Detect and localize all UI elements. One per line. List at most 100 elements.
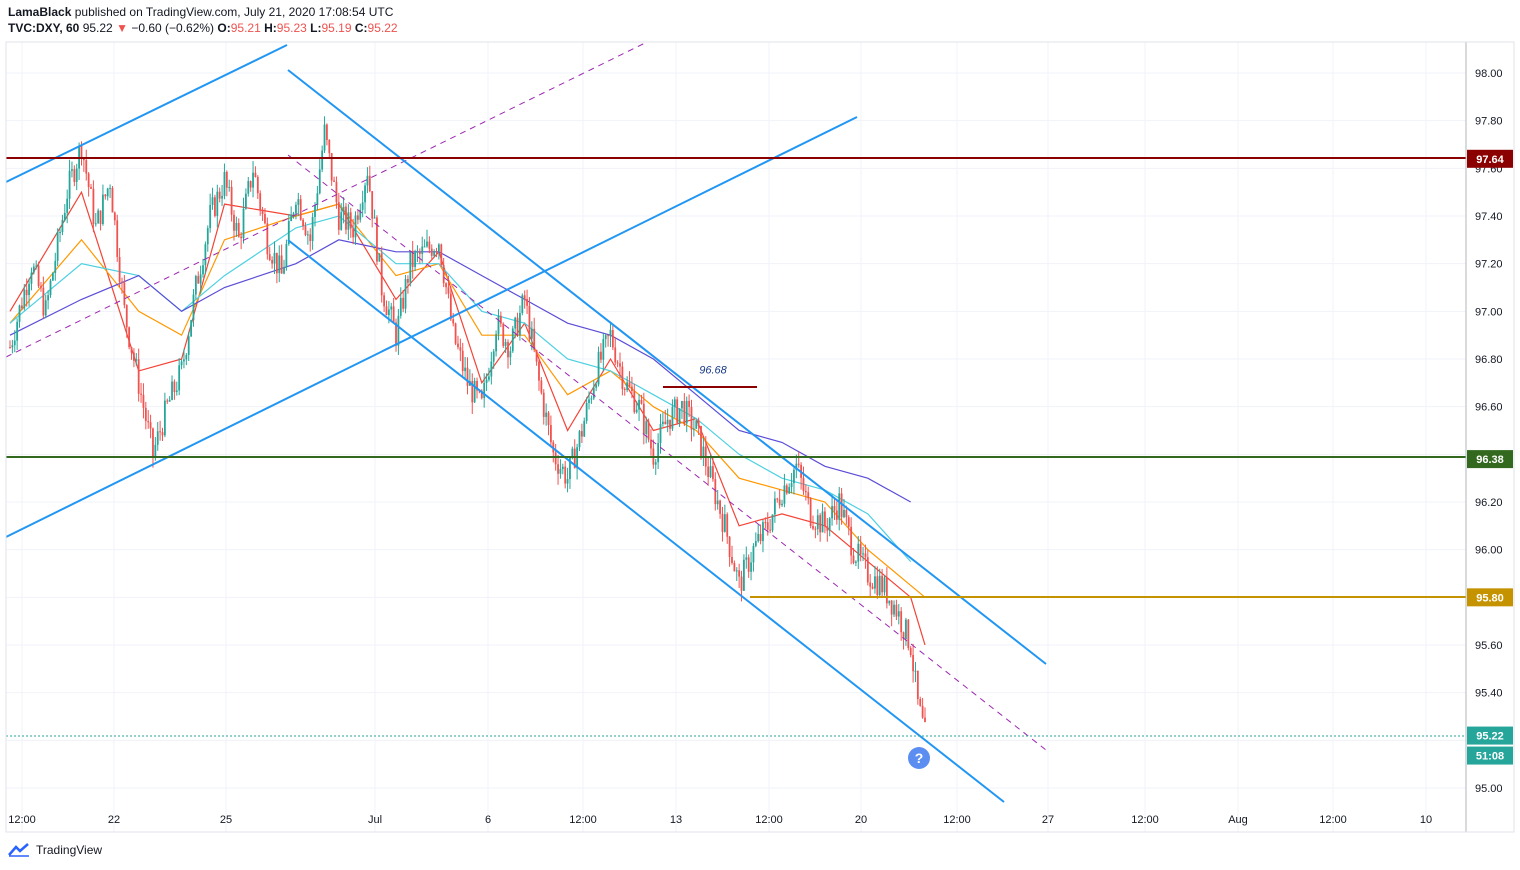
svg-text:97.64: 97.64 bbox=[1476, 154, 1504, 166]
candle bbox=[166, 398, 169, 404]
candle bbox=[428, 236, 431, 254]
candle bbox=[840, 487, 843, 525]
candle bbox=[273, 241, 276, 274]
candle bbox=[783, 473, 786, 508]
candle bbox=[876, 566, 879, 599]
candle bbox=[266, 217, 269, 260]
candle bbox=[764, 517, 767, 529]
candle bbox=[824, 507, 826, 534]
candle bbox=[56, 228, 59, 267]
candle bbox=[149, 414, 152, 439]
candle bbox=[373, 209, 376, 219]
candle bbox=[185, 353, 188, 366]
candle bbox=[621, 361, 624, 396]
published-info: published on TradingView.com, July 21, 2… bbox=[74, 5, 394, 19]
candle bbox=[18, 304, 21, 328]
candle bbox=[449, 286, 452, 321]
falling-channel-top[interactable] bbox=[287, 69, 1047, 665]
price-axis[interactable]: 98.0097.8097.6097.4097.2097.0096.8096.60… bbox=[1475, 68, 1503, 795]
candle bbox=[356, 210, 359, 225]
candle bbox=[714, 472, 717, 511]
publisher-name[interactable]: LamaBlack bbox=[8, 5, 72, 19]
candle bbox=[833, 497, 836, 520]
candle bbox=[692, 417, 695, 437]
candle bbox=[75, 163, 78, 191]
candle bbox=[328, 139, 331, 158]
candle bbox=[85, 149, 88, 181]
candle bbox=[113, 211, 116, 226]
candle bbox=[759, 524, 762, 545]
candle bbox=[402, 289, 405, 313]
candle bbox=[87, 172, 90, 197]
candle bbox=[781, 499, 783, 507]
candle bbox=[583, 417, 586, 438]
candle bbox=[871, 583, 874, 590]
down-arrow-icon: ▼ bbox=[116, 21, 128, 35]
candle bbox=[202, 258, 204, 278]
candle bbox=[745, 546, 748, 569]
candle bbox=[228, 179, 231, 192]
candle bbox=[549, 415, 552, 448]
tradingview-brand[interactable]: TradingView bbox=[36, 843, 103, 857]
candle bbox=[156, 421, 159, 451]
candle bbox=[206, 225, 209, 252]
candle bbox=[304, 222, 307, 237]
candle bbox=[504, 338, 507, 353]
rising-channel-top[interactable] bbox=[5, 44, 288, 183]
candle bbox=[862, 546, 864, 562]
candle bbox=[590, 395, 593, 404]
candle bbox=[566, 467, 569, 493]
candle bbox=[623, 387, 626, 396]
candle bbox=[144, 401, 147, 430]
candle bbox=[461, 342, 464, 378]
candle bbox=[23, 283, 26, 311]
candle bbox=[316, 185, 319, 211]
time-axis[interactable]: 12:00 22 25 Jul 6 12:00 13 12:00 20 12:00 27 12:00 A… bbox=[8, 814, 1432, 826]
candle bbox=[37, 261, 40, 288]
question-icon[interactable]: ? bbox=[908, 747, 930, 769]
candle bbox=[275, 252, 278, 284]
tradingview-logo-icon[interactable] bbox=[8, 843, 30, 857]
svg-text:?: ? bbox=[915, 750, 924, 766]
trend-drawings[interactable] bbox=[5, 42, 1466, 803]
candle bbox=[364, 182, 366, 214]
candle bbox=[602, 333, 605, 372]
falling-channel-bottom[interactable] bbox=[287, 239, 1005, 803]
candle bbox=[502, 322, 505, 349]
candle bbox=[545, 403, 548, 426]
candle bbox=[318, 159, 321, 195]
candle bbox=[866, 549, 869, 586]
rising-channel-bottom[interactable] bbox=[5, 116, 858, 538]
candles bbox=[9, 116, 926, 723]
annotation-label[interactable]: 96.68 bbox=[699, 365, 727, 377]
candle bbox=[847, 515, 850, 536]
candle bbox=[102, 184, 104, 226]
candle bbox=[40, 281, 42, 292]
candle bbox=[264, 208, 266, 225]
candle bbox=[140, 382, 142, 403]
x-tick-label: 25 bbox=[220, 814, 232, 826]
x-tick-label: 12:00 bbox=[1131, 814, 1159, 826]
falling-channel-mid[interactable] bbox=[287, 154, 1047, 751]
y-tick-label: 95.40 bbox=[1475, 688, 1503, 700]
candle bbox=[416, 245, 419, 262]
candle bbox=[133, 348, 135, 368]
candle bbox=[578, 429, 581, 452]
candle bbox=[616, 360, 619, 368]
candle bbox=[569, 457, 571, 489]
rising-channel-mid[interactable] bbox=[5, 42, 646, 358]
candle bbox=[771, 514, 774, 533]
candle bbox=[204, 241, 207, 274]
candle bbox=[464, 356, 467, 380]
low-value: 95.19 bbox=[321, 21, 352, 35]
candle bbox=[726, 512, 729, 544]
candle bbox=[435, 247, 438, 258]
candle bbox=[802, 466, 805, 495]
candle bbox=[874, 565, 876, 594]
candle bbox=[712, 457, 714, 482]
candle bbox=[378, 253, 381, 262]
symbol-label[interactable]: TVC:DXY, 60 bbox=[8, 21, 80, 35]
candle bbox=[161, 427, 164, 441]
candle bbox=[397, 308, 400, 355]
